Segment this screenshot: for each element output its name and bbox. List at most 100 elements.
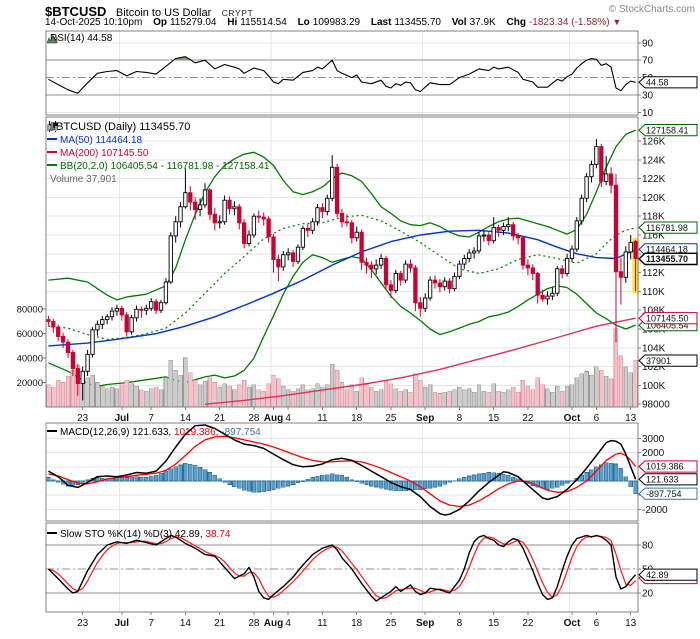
date-axis-label: 22 [522, 618, 534, 629]
candle-body [183, 192, 188, 208]
volume-bar [168, 360, 174, 408]
change-value: -1823.34 (-1.58%) [528, 17, 610, 28]
macd-histogram-bar [232, 480, 237, 488]
macd-histogram-bar [237, 480, 242, 489]
macd-histogram-bar [457, 478, 462, 482]
volume-bar [569, 384, 575, 408]
candle-body [134, 308, 139, 319]
volume-bar [447, 390, 452, 408]
volume-bar [525, 385, 531, 408]
macd-histogram-bar [197, 467, 203, 482]
volume-bar [354, 390, 359, 408]
legend-ma200-text: MA(200) 107145.50 [60, 148, 149, 159]
rsi-axis-label: 30 [642, 91, 654, 102]
candle-body [310, 221, 315, 231]
macd-histogram-bar [559, 480, 565, 486]
candle-body [139, 308, 144, 311]
candle-body [334, 166, 340, 214]
macd-histogram-bar [290, 480, 296, 485]
macd-histogram-bar [295, 480, 301, 484]
sto-axis-label: 80 [642, 541, 654, 552]
macd-axis-label: 2000 [642, 448, 665, 459]
price-axis-label: 122K [642, 174, 666, 185]
candle-body [604, 173, 609, 182]
volume-bar [246, 387, 252, 408]
volume-bar [545, 388, 550, 408]
macd-histogram-bar [618, 467, 624, 482]
callout-bubble [638, 312, 698, 325]
candle-body [202, 189, 208, 206]
date-axis-label: 13 [625, 413, 637, 424]
candle-body [60, 336, 66, 343]
macd-signal-value: 1019.386, [173, 427, 219, 438]
volume-bar [271, 374, 276, 408]
volume-bar [158, 389, 164, 408]
macd-histogram-bar [315, 476, 320, 482]
callout-bubble [638, 354, 698, 367]
volume-bar [408, 391, 413, 408]
candle-body [574, 220, 579, 250]
candle-body [85, 353, 90, 372]
last-value: 113455.70 [394, 17, 441, 28]
macd-axis-label: 3000 [642, 434, 665, 445]
macd-histogram-bar [144, 477, 149, 482]
date-axis-label: 21 [214, 413, 226, 424]
macd-histogram-bar [51, 479, 56, 482]
last-label: Last [370, 17, 392, 28]
volume-bar [579, 373, 584, 408]
candle-body [212, 213, 217, 224]
price-axis-label: 112K [642, 268, 665, 279]
candle-body [56, 326, 61, 337]
macd-histogram-bar [276, 480, 281, 489]
macd-histogram-bar [550, 480, 555, 489]
volume-bar [574, 377, 580, 408]
macd-histogram-bar [266, 480, 271, 491]
rsi-callout: 44.58 [638, 76, 698, 89]
rsi-legend: RSI(14) 44.58 [47, 33, 112, 44]
exchange-tag: CRYPT [221, 8, 254, 18]
candles [46, 139, 638, 401]
date-axis-label: Oct [564, 618, 581, 629]
candle-body [628, 242, 633, 253]
callout-value: -897.754 [646, 489, 682, 499]
macd-histogram-bar [320, 474, 325, 482]
macd-histogram-bar [285, 480, 291, 487]
macd-histogram-bar [427, 480, 433, 489]
macd-histogram-bar [124, 477, 129, 482]
volume-bar [388, 383, 394, 408]
ma50-line [48, 229, 636, 347]
volume-bar [413, 373, 418, 408]
candle-body [295, 246, 301, 262]
candle-body [158, 302, 164, 311]
symbol-name: Bitcoin to US Dollar [115, 7, 212, 19]
candle-body [65, 341, 71, 353]
macd-histogram-bar [545, 480, 550, 490]
price-axis-label: 124K [642, 155, 666, 166]
date-axis-label: 11 [317, 618, 328, 629]
volume-bar [325, 384, 330, 408]
candle-body [569, 248, 575, 259]
volume-bar [344, 389, 350, 408]
candle-body [501, 226, 506, 231]
volume-bar [178, 374, 183, 408]
volume-bar [183, 357, 188, 408]
legend-ma50-text: MA(50) 114464.18 [60, 135, 143, 146]
price-callout: 127158.41 [638, 124, 698, 137]
volume-bar [618, 355, 624, 408]
candle-body [349, 222, 354, 239]
volume-bar [427, 384, 433, 408]
volume-bar [261, 390, 266, 408]
macd-histogram-bar [564, 480, 570, 484]
candle-body [545, 295, 550, 300]
volume-bar [173, 369, 178, 408]
volume-bar [506, 389, 511, 408]
candle-body [276, 258, 281, 268]
date-axis-label: Sep [416, 413, 434, 424]
macd-histogram-bar [329, 473, 335, 482]
price-axis-label: 118K [642, 212, 665, 223]
candle-body [149, 301, 154, 309]
main-chart-legend: $BTCUSD (Daily) 113455.70 MA(50) 114464.… [47, 121, 269, 186]
candle-body [217, 221, 222, 224]
macd-histogram-bar [227, 480, 232, 485]
macd-histogram-bar [281, 480, 286, 488]
